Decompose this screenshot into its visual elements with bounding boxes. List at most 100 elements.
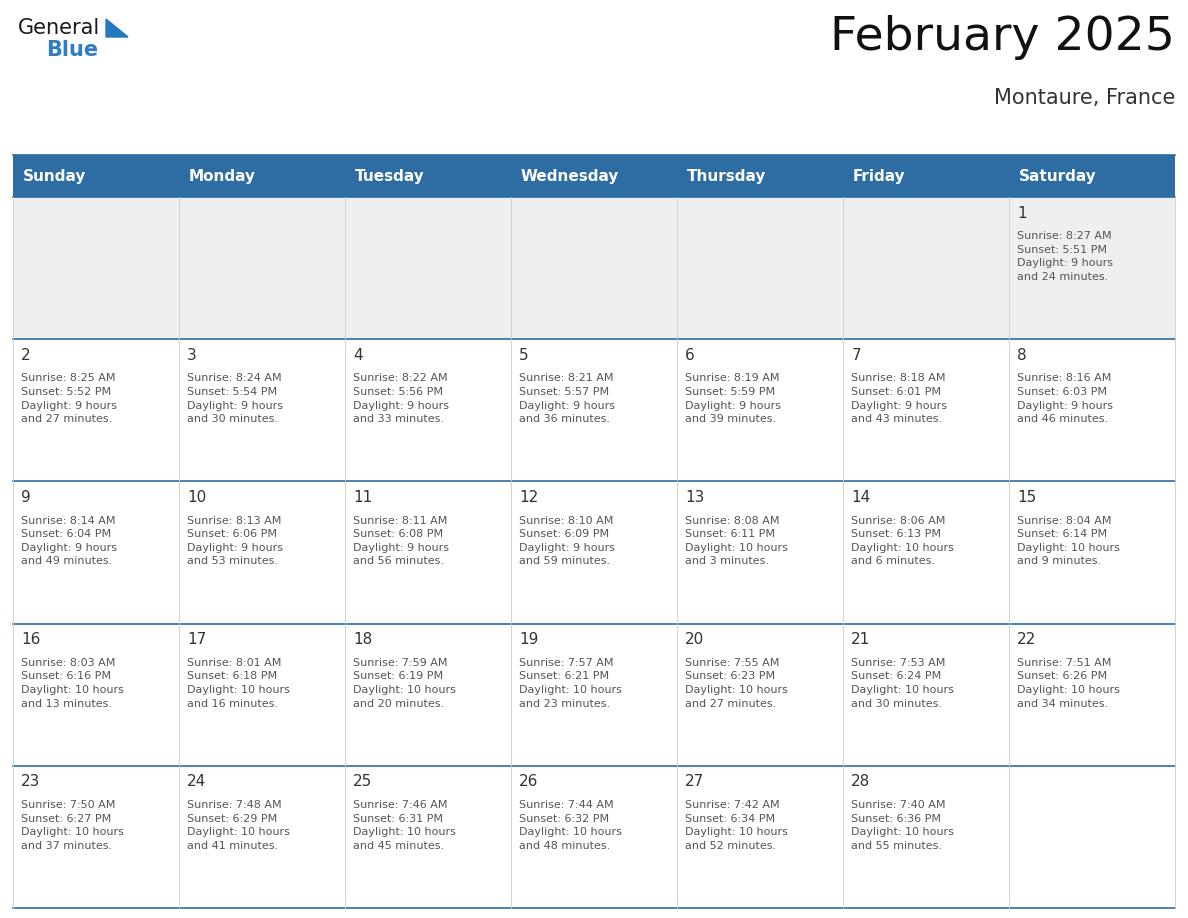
- Bar: [677, 155, 843, 197]
- Text: Sunrise: 7:46 AM
Sunset: 6:31 PM
Daylight: 10 hours
and 45 minutes.: Sunrise: 7:46 AM Sunset: 6:31 PM Dayligh…: [353, 800, 456, 851]
- Bar: [13, 339, 179, 481]
- Text: Sunrise: 8:25 AM
Sunset: 5:52 PM
Daylight: 9 hours
and 27 minutes.: Sunrise: 8:25 AM Sunset: 5:52 PM Dayligh…: [21, 374, 118, 424]
- Text: 18: 18: [353, 633, 373, 647]
- Text: 21: 21: [852, 633, 871, 647]
- Text: 4: 4: [353, 348, 362, 363]
- Bar: [677, 766, 843, 908]
- Text: Sunrise: 8:27 AM
Sunset: 5:51 PM
Daylight: 9 hours
and 24 minutes.: Sunrise: 8:27 AM Sunset: 5:51 PM Dayligh…: [1017, 231, 1113, 282]
- Text: Thursday: Thursday: [687, 169, 766, 184]
- Bar: [1009, 623, 1175, 766]
- Bar: [13, 766, 179, 908]
- Bar: [843, 155, 1009, 197]
- Text: Sunrise: 8:03 AM
Sunset: 6:16 PM
Daylight: 10 hours
and 13 minutes.: Sunrise: 8:03 AM Sunset: 6:16 PM Dayligh…: [21, 657, 125, 709]
- Bar: [179, 339, 345, 481]
- Bar: [843, 197, 1009, 339]
- Text: Sunrise: 7:48 AM
Sunset: 6:29 PM
Daylight: 10 hours
and 41 minutes.: Sunrise: 7:48 AM Sunset: 6:29 PM Dayligh…: [188, 800, 290, 851]
- Bar: [511, 481, 677, 623]
- Text: Sunrise: 8:21 AM
Sunset: 5:57 PM
Daylight: 9 hours
and 36 minutes.: Sunrise: 8:21 AM Sunset: 5:57 PM Dayligh…: [519, 374, 615, 424]
- Text: 10: 10: [188, 490, 207, 505]
- Text: 22: 22: [1017, 633, 1037, 647]
- Bar: [843, 623, 1009, 766]
- Text: Sunrise: 7:51 AM
Sunset: 6:26 PM
Daylight: 10 hours
and 34 minutes.: Sunrise: 7:51 AM Sunset: 6:26 PM Dayligh…: [1017, 657, 1120, 709]
- Text: 13: 13: [685, 490, 704, 505]
- Text: Sunday: Sunday: [23, 169, 87, 184]
- Text: 14: 14: [852, 490, 871, 505]
- Bar: [511, 766, 677, 908]
- Bar: [677, 197, 843, 339]
- Bar: [179, 766, 345, 908]
- Text: Sunrise: 8:01 AM
Sunset: 6:18 PM
Daylight: 10 hours
and 16 minutes.: Sunrise: 8:01 AM Sunset: 6:18 PM Dayligh…: [188, 657, 290, 709]
- Text: Sunrise: 8:22 AM
Sunset: 5:56 PM
Daylight: 9 hours
and 33 minutes.: Sunrise: 8:22 AM Sunset: 5:56 PM Dayligh…: [353, 374, 449, 424]
- Bar: [13, 155, 179, 197]
- Bar: [13, 197, 179, 339]
- Text: 15: 15: [1017, 490, 1037, 505]
- Text: Sunrise: 8:04 AM
Sunset: 6:14 PM
Daylight: 10 hours
and 9 minutes.: Sunrise: 8:04 AM Sunset: 6:14 PM Dayligh…: [1017, 516, 1120, 566]
- Bar: [13, 623, 179, 766]
- Text: Blue: Blue: [46, 40, 99, 60]
- Bar: [511, 197, 677, 339]
- Bar: [677, 623, 843, 766]
- Text: Sunrise: 8:06 AM
Sunset: 6:13 PM
Daylight: 10 hours
and 6 minutes.: Sunrise: 8:06 AM Sunset: 6:13 PM Dayligh…: [852, 516, 954, 566]
- Text: Sunrise: 7:42 AM
Sunset: 6:34 PM
Daylight: 10 hours
and 52 minutes.: Sunrise: 7:42 AM Sunset: 6:34 PM Dayligh…: [685, 800, 788, 851]
- Bar: [511, 339, 677, 481]
- Text: Montaure, France: Montaure, France: [993, 88, 1175, 108]
- Text: Sunrise: 8:13 AM
Sunset: 6:06 PM
Daylight: 9 hours
and 53 minutes.: Sunrise: 8:13 AM Sunset: 6:06 PM Dayligh…: [188, 516, 283, 566]
- Text: 2: 2: [21, 348, 31, 363]
- Text: 12: 12: [519, 490, 538, 505]
- Bar: [345, 155, 511, 197]
- Text: Sunrise: 8:24 AM
Sunset: 5:54 PM
Daylight: 9 hours
and 30 minutes.: Sunrise: 8:24 AM Sunset: 5:54 PM Dayligh…: [188, 374, 283, 424]
- Bar: [677, 481, 843, 623]
- Bar: [843, 339, 1009, 481]
- Bar: [511, 623, 677, 766]
- Text: 17: 17: [188, 633, 207, 647]
- Text: Saturday: Saturday: [1019, 169, 1097, 184]
- Bar: [179, 155, 345, 197]
- Text: 3: 3: [188, 348, 197, 363]
- Text: Sunrise: 7:59 AM
Sunset: 6:19 PM
Daylight: 10 hours
and 20 minutes.: Sunrise: 7:59 AM Sunset: 6:19 PM Dayligh…: [353, 657, 456, 709]
- Text: 11: 11: [353, 490, 373, 505]
- Text: 24: 24: [188, 774, 207, 789]
- Text: February 2025: February 2025: [830, 15, 1175, 60]
- Text: 6: 6: [685, 348, 695, 363]
- Text: 27: 27: [685, 774, 704, 789]
- Bar: [1009, 197, 1175, 339]
- Bar: [1009, 766, 1175, 908]
- Text: 7: 7: [852, 348, 861, 363]
- Polygon shape: [106, 19, 128, 37]
- Text: General: General: [18, 18, 100, 38]
- Text: 28: 28: [852, 774, 871, 789]
- Bar: [345, 197, 511, 339]
- Text: Sunrise: 7:44 AM
Sunset: 6:32 PM
Daylight: 10 hours
and 48 minutes.: Sunrise: 7:44 AM Sunset: 6:32 PM Dayligh…: [519, 800, 623, 851]
- Bar: [843, 481, 1009, 623]
- Text: Sunrise: 7:40 AM
Sunset: 6:36 PM
Daylight: 10 hours
and 55 minutes.: Sunrise: 7:40 AM Sunset: 6:36 PM Dayligh…: [852, 800, 954, 851]
- Text: 26: 26: [519, 774, 538, 789]
- Text: Sunrise: 7:53 AM
Sunset: 6:24 PM
Daylight: 10 hours
and 30 minutes.: Sunrise: 7:53 AM Sunset: 6:24 PM Dayligh…: [852, 657, 954, 709]
- Text: 23: 23: [21, 774, 40, 789]
- Text: Sunrise: 8:14 AM
Sunset: 6:04 PM
Daylight: 9 hours
and 49 minutes.: Sunrise: 8:14 AM Sunset: 6:04 PM Dayligh…: [21, 516, 118, 566]
- Text: 16: 16: [21, 633, 40, 647]
- Text: Monday: Monday: [189, 169, 255, 184]
- Text: Sunrise: 8:19 AM
Sunset: 5:59 PM
Daylight: 9 hours
and 39 minutes.: Sunrise: 8:19 AM Sunset: 5:59 PM Dayligh…: [685, 374, 782, 424]
- Bar: [1009, 155, 1175, 197]
- Text: Sunrise: 8:11 AM
Sunset: 6:08 PM
Daylight: 9 hours
and 56 minutes.: Sunrise: 8:11 AM Sunset: 6:08 PM Dayligh…: [353, 516, 449, 566]
- Bar: [345, 766, 511, 908]
- Bar: [843, 766, 1009, 908]
- Bar: [677, 339, 843, 481]
- Bar: [1009, 481, 1175, 623]
- Text: Sunrise: 7:50 AM
Sunset: 6:27 PM
Daylight: 10 hours
and 37 minutes.: Sunrise: 7:50 AM Sunset: 6:27 PM Dayligh…: [21, 800, 125, 851]
- Text: Sunrise: 7:57 AM
Sunset: 6:21 PM
Daylight: 10 hours
and 23 minutes.: Sunrise: 7:57 AM Sunset: 6:21 PM Dayligh…: [519, 657, 623, 709]
- Text: 1: 1: [1017, 206, 1026, 220]
- Text: Sunrise: 8:10 AM
Sunset: 6:09 PM
Daylight: 9 hours
and 59 minutes.: Sunrise: 8:10 AM Sunset: 6:09 PM Dayligh…: [519, 516, 615, 566]
- Text: 9: 9: [21, 490, 31, 505]
- Bar: [13, 481, 179, 623]
- Text: Sunrise: 8:16 AM
Sunset: 6:03 PM
Daylight: 9 hours
and 46 minutes.: Sunrise: 8:16 AM Sunset: 6:03 PM Dayligh…: [1017, 374, 1113, 424]
- Bar: [345, 623, 511, 766]
- Text: Friday: Friday: [853, 169, 905, 184]
- Text: 19: 19: [519, 633, 538, 647]
- Text: 20: 20: [685, 633, 704, 647]
- Text: Tuesday: Tuesday: [355, 169, 424, 184]
- Bar: [345, 339, 511, 481]
- Bar: [511, 155, 677, 197]
- Bar: [179, 197, 345, 339]
- Bar: [1009, 339, 1175, 481]
